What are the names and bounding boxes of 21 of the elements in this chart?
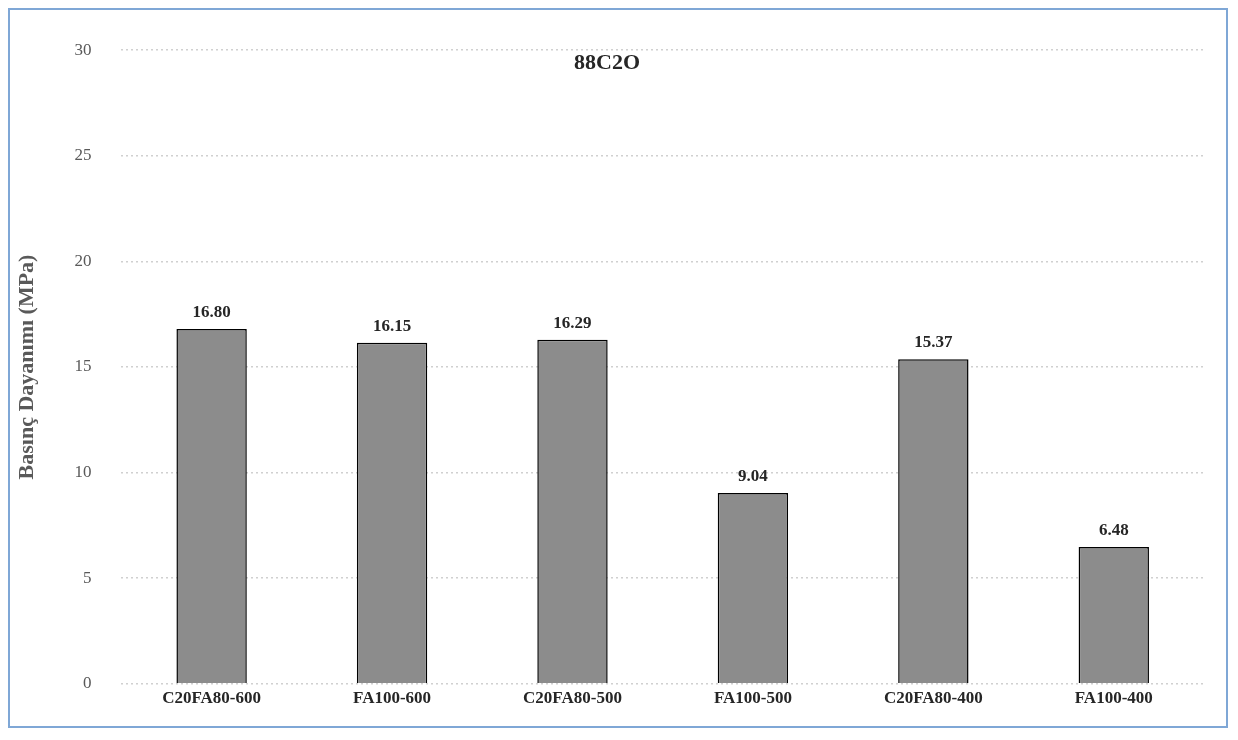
- data-label: 6.48: [1098, 519, 1129, 539]
- y-tick-label: 25: [74, 145, 92, 165]
- y-axis-title: Basınç Dayanımı (MPa): [12, 254, 38, 480]
- data-label: 16.29: [553, 312, 592, 332]
- y-tick-label: 30: [74, 39, 92, 59]
- y-tick-label: 5: [82, 567, 92, 587]
- x-tick-label: FA100-400: [1074, 687, 1153, 707]
- chart-title: 88C2O: [574, 49, 640, 75]
- x-tick-label: C20FA80-600: [162, 687, 262, 707]
- x-tick-label: FA100-600: [353, 687, 432, 707]
- x-tick-label: C20FA80-500: [523, 687, 622, 707]
- y-tick-label: 0: [82, 673, 92, 693]
- data-label: 15.37: [914, 332, 953, 352]
- x-tick-label: C20FA80-400: [883, 687, 983, 707]
- data-label: 16.15: [372, 315, 412, 335]
- data-label: 16.80: [192, 301, 231, 321]
- y-tick-label: 15: [74, 356, 92, 376]
- y-tick-label: 10: [74, 462, 92, 482]
- y-tick-label: 20: [74, 250, 92, 270]
- data-label: 9.04: [738, 465, 769, 485]
- x-tick-label: FA100-500: [713, 687, 792, 707]
